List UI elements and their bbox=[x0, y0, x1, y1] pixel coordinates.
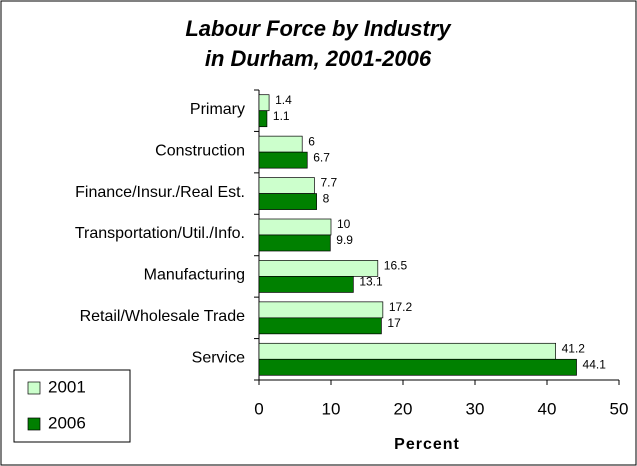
y-tick-label: Retail/Wholesale Trade bbox=[80, 308, 246, 325]
bar bbox=[258, 94, 270, 112]
data-label: 17.2 bbox=[389, 300, 413, 314]
x-tick-label: 20 bbox=[394, 399, 413, 418]
bar bbox=[258, 110, 268, 128]
legend-swatch bbox=[27, 417, 41, 431]
data-label: 1.1 bbox=[273, 109, 290, 123]
bar bbox=[258, 301, 384, 319]
y-tick-label: Finance/Insur./Real Est. bbox=[75, 184, 245, 201]
data-label: 44.1 bbox=[583, 357, 607, 371]
data-label: 9.9 bbox=[336, 233, 353, 247]
data-label: 17 bbox=[387, 316, 401, 330]
data-label: 10 bbox=[337, 217, 351, 231]
x-tick-label: 0 bbox=[254, 399, 263, 418]
bar bbox=[258, 135, 303, 153]
x-tick-label: 10 bbox=[322, 399, 341, 418]
data-label: 8 bbox=[323, 192, 330, 206]
y-tick-label: Primary bbox=[190, 101, 245, 118]
data-label: 7.7 bbox=[320, 176, 337, 190]
x-tick-label: 30 bbox=[466, 399, 485, 418]
bar bbox=[258, 234, 331, 252]
bar bbox=[258, 151, 308, 169]
bar bbox=[258, 193, 317, 210]
data-label: 41.2 bbox=[562, 341, 586, 355]
y-tick-label: Service bbox=[192, 350, 245, 367]
data-label: 1.4 bbox=[275, 93, 292, 107]
legend-label: 2006 bbox=[48, 413, 86, 432]
y-tick-label: Construction bbox=[155, 142, 245, 159]
data-label: 16.5 bbox=[384, 259, 408, 273]
bar bbox=[258, 317, 382, 335]
x-axis-title: Percent bbox=[394, 436, 460, 453]
chart-title: Labour Force by Industry bbox=[185, 16, 452, 41]
chart-title: in Durham, 2001-2006 bbox=[205, 46, 432, 71]
bar bbox=[258, 218, 332, 236]
bar bbox=[258, 276, 354, 293]
data-label: 13.1 bbox=[359, 275, 383, 289]
legend-label: 2001 bbox=[48, 377, 86, 396]
legend-swatch bbox=[27, 381, 41, 395]
x-tick-label: 50 bbox=[610, 399, 629, 418]
bar bbox=[258, 358, 577, 376]
bar bbox=[258, 342, 556, 360]
data-label: 6.7 bbox=[313, 150, 330, 164]
data-label: 6 bbox=[308, 134, 315, 148]
x-tick-label: 40 bbox=[538, 399, 557, 418]
bar bbox=[258, 177, 315, 194]
y-tick-label: Manufacturing bbox=[144, 267, 245, 284]
y-tick-label: Transportation/Util./Info. bbox=[75, 225, 245, 242]
